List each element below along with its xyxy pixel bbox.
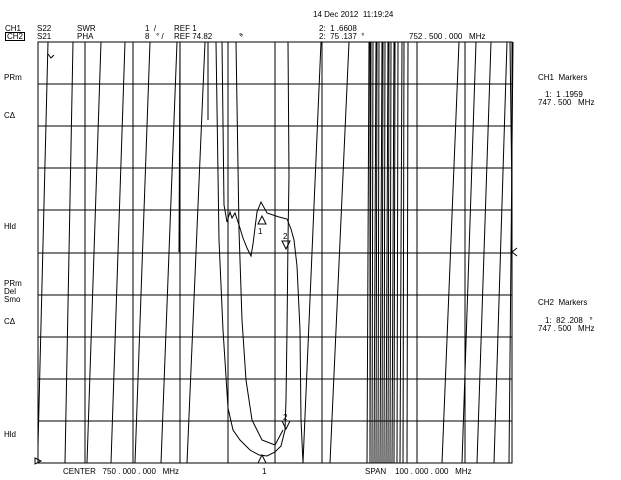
swr-spike bbox=[178, 41, 181, 253]
phase-wrap-line bbox=[399, 41, 403, 464]
phase-wrap-line bbox=[393, 41, 396, 464]
swr-curve bbox=[215, 41, 290, 457]
phase-wrap-line bbox=[406, 41, 409, 464]
phase-wrap-line bbox=[369, 41, 372, 464]
phase-wrap-segment bbox=[64, 41, 74, 464]
phase-wrap-segment bbox=[493, 41, 508, 464]
phase-wrap-segment bbox=[329, 41, 350, 464]
phase-wrap-line bbox=[366, 41, 370, 464]
ch1-marker1-value: 1: 1 .1959 bbox=[545, 90, 583, 99]
ch1-parameter: S22 bbox=[37, 24, 52, 33]
phase-wrap-line bbox=[381, 41, 384, 464]
phase-wrap-segment bbox=[37, 41, 49, 447]
marker-1-ch1[interactable]: 1 bbox=[257, 214, 267, 236]
marker-2-ch1[interactable]: 2 bbox=[281, 232, 291, 251]
phase-wrap-line bbox=[387, 41, 390, 464]
phase-wrap-line bbox=[379, 41, 383, 464]
degree-mark: ° bbox=[240, 33, 243, 42]
swr-curve bbox=[221, 41, 304, 464]
marker1-frequency-label: 1 bbox=[262, 467, 267, 476]
ch1-marker1-frequency: 747 . 500 MHz bbox=[538, 98, 595, 107]
ch1-label[interactable]: CH1 bbox=[5, 24, 22, 33]
phase-wrap-segment bbox=[160, 41, 178, 464]
ch2-marker1-frequency: 747 . 500 MHz bbox=[538, 324, 595, 333]
phase-wrap-segment bbox=[86, 41, 102, 464]
ch1-swr-trace bbox=[178, 41, 513, 464]
span-frequency: SPAN 100 . 000 . 000 MHz bbox=[365, 467, 472, 476]
ch2-phase-trace bbox=[37, 41, 514, 464]
marker2-ch2-readout: 2: 75 .137 ° bbox=[319, 32, 365, 41]
ch1-reference-pointer bbox=[34, 457, 43, 465]
phase-wrap-line bbox=[383, 41, 386, 464]
phase-wrap-line bbox=[396, 41, 399, 464]
ch1-scale: 1 / bbox=[145, 24, 157, 33]
left-label-ca-2[interactable]: CΔ bbox=[4, 317, 16, 326]
phase-wrap-segment bbox=[110, 41, 126, 464]
ch1-reference: REF 1 bbox=[174, 24, 197, 33]
marker2-frequency: 752 . 500 . 000 MHz bbox=[409, 32, 486, 41]
phase-wrap-segment bbox=[441, 41, 460, 464]
ch2-markers-title: CH2 Markers bbox=[538, 298, 588, 307]
phase-wrap-segment bbox=[302, 41, 322, 464]
ch2-marker1-value: 1: 82 .208 ° bbox=[545, 316, 593, 325]
marker-2-ch1-label: 2 bbox=[283, 232, 288, 241]
phase-wrap-band bbox=[366, 41, 409, 464]
phase-wrap-line bbox=[373, 41, 377, 464]
timestamp: 14 Dec 2012 11:19:24 bbox=[313, 10, 394, 19]
phase-wrap-segment bbox=[186, 41, 206, 464]
left-label-hld-2[interactable]: Hld bbox=[4, 430, 17, 439]
left-label-smo[interactable]: Smo bbox=[4, 295, 21, 304]
ch2-parameter: S21 bbox=[37, 32, 52, 41]
phase-wrap-line bbox=[385, 41, 389, 464]
graticule bbox=[37, 41, 513, 464]
ch1-markers-title: CH1 Markers bbox=[538, 73, 588, 82]
marker-1-ch2[interactable] bbox=[257, 453, 267, 464]
phase-wrap-line bbox=[391, 41, 395, 464]
ch2-reference: REF 74.82 bbox=[174, 32, 213, 41]
marker-1-ch1-label: 1 bbox=[258, 227, 263, 236]
phase-wrap-line bbox=[371, 41, 374, 464]
ch2-reference-unit: ° bbox=[239, 32, 243, 41]
left-label-hld[interactable]: Hld bbox=[4, 222, 17, 231]
marker2-ch1-readout: 2: 1 .6608 bbox=[319, 24, 357, 33]
marker-2-ch2[interactable]: 2 bbox=[281, 413, 291, 431]
left-label-del[interactable]: Del bbox=[4, 287, 17, 296]
left-label-ca[interactable]: CΔ bbox=[4, 111, 16, 120]
phase-wrap-line bbox=[402, 41, 405, 464]
phase-wrap-segment bbox=[508, 41, 514, 464]
phase-wrap-line bbox=[375, 41, 378, 464]
ch2-scale: 8 ° / bbox=[145, 32, 164, 41]
left-label-prm-2[interactable]: PRm bbox=[4, 279, 22, 288]
ch2-format: PHA bbox=[77, 32, 94, 41]
center-frequency: CENTER 750 . 000 . 000 MHz bbox=[63, 467, 180, 476]
swr-spike bbox=[509, 41, 513, 201]
marker-2-ch2-label: 2 bbox=[283, 413, 288, 422]
phase-wrap-segment bbox=[476, 41, 492, 464]
trace-start-mark bbox=[47, 53, 55, 59]
phase-wrap-line bbox=[377, 41, 380, 464]
phase-wrap-segment bbox=[134, 41, 151, 464]
swr-curve bbox=[235, 41, 284, 446]
ch2-label[interactable]: CH2 bbox=[5, 32, 26, 41]
ch2-reference-pointer bbox=[511, 247, 518, 257]
phase-wrap-segment bbox=[461, 41, 477, 464]
ch1-format: SWR bbox=[77, 24, 96, 33]
left-label-prm[interactable]: PRm bbox=[4, 73, 22, 82]
phase-wrap-line bbox=[389, 41, 392, 464]
